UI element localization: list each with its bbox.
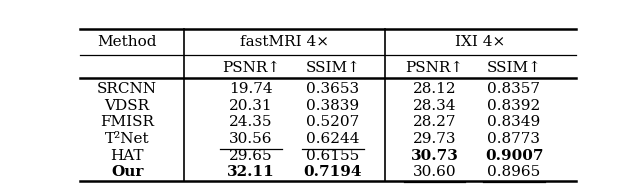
Text: 30.56: 30.56 bbox=[229, 132, 273, 146]
Text: IXI 4×: IXI 4× bbox=[456, 35, 506, 49]
Text: 29.65: 29.65 bbox=[229, 149, 273, 163]
Text: fastMRI 4×: fastMRI 4× bbox=[240, 35, 329, 49]
Text: 30.73: 30.73 bbox=[411, 149, 459, 163]
Text: 0.8392: 0.8392 bbox=[488, 99, 541, 113]
Text: SSIM↑: SSIM↑ bbox=[486, 61, 541, 75]
Text: 24.35: 24.35 bbox=[229, 115, 273, 129]
Text: 0.6244: 0.6244 bbox=[306, 132, 360, 146]
Text: SSIM↑: SSIM↑ bbox=[305, 61, 360, 75]
Text: 0.8349: 0.8349 bbox=[488, 115, 541, 129]
Text: 29.73: 29.73 bbox=[413, 132, 456, 146]
Text: 0.6155: 0.6155 bbox=[307, 149, 360, 163]
Text: FMISR: FMISR bbox=[100, 115, 154, 129]
Text: HAT: HAT bbox=[110, 149, 144, 163]
Text: 32.11: 32.11 bbox=[227, 165, 275, 179]
Text: 0.9007: 0.9007 bbox=[484, 149, 543, 163]
Text: T²Net: T²Net bbox=[105, 132, 149, 146]
Text: 0.8773: 0.8773 bbox=[488, 132, 541, 146]
Text: 28.12: 28.12 bbox=[413, 82, 456, 96]
Text: 28.27: 28.27 bbox=[413, 115, 456, 129]
Text: 0.7194: 0.7194 bbox=[304, 165, 362, 179]
Text: Method: Method bbox=[97, 35, 157, 49]
Text: SRCNN: SRCNN bbox=[97, 82, 157, 96]
Text: 20.31: 20.31 bbox=[229, 99, 273, 113]
Text: 0.5207: 0.5207 bbox=[307, 115, 360, 129]
Text: 19.74: 19.74 bbox=[229, 82, 273, 96]
Text: Our: Our bbox=[111, 165, 143, 179]
Text: 0.8357: 0.8357 bbox=[488, 82, 541, 96]
Text: 30.60: 30.60 bbox=[413, 165, 456, 179]
Text: VDSR: VDSR bbox=[104, 99, 150, 113]
Text: PSNR↑: PSNR↑ bbox=[222, 61, 280, 75]
Text: PSNR↑: PSNR↑ bbox=[406, 61, 464, 75]
Text: 28.34: 28.34 bbox=[413, 99, 456, 113]
Text: 0.8965: 0.8965 bbox=[488, 165, 541, 179]
Text: 0.3839: 0.3839 bbox=[307, 99, 360, 113]
Text: 0.3653: 0.3653 bbox=[307, 82, 360, 96]
